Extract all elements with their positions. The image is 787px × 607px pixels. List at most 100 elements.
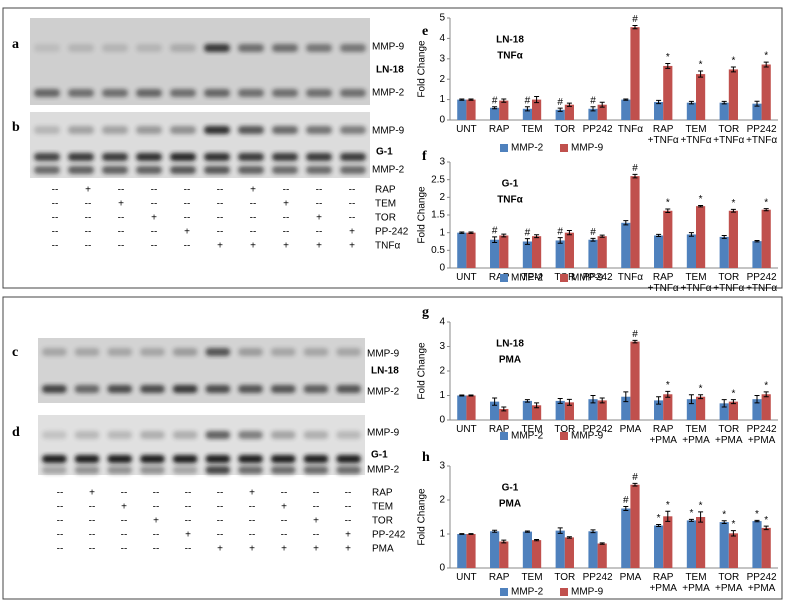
significance-marker: # (557, 97, 563, 108)
treatment-mark: -- (153, 502, 160, 513)
gel-label: LN-18 (376, 65, 404, 76)
treatment-mark: -- (249, 530, 256, 541)
legend-label: MMP-9 (571, 587, 604, 598)
significance-marker: * (699, 60, 703, 71)
bar (621, 222, 631, 268)
gel-band (42, 466, 67, 474)
treatment-mark: -- (281, 530, 288, 541)
gel-band (107, 385, 133, 393)
bar (752, 521, 762, 568)
legend-label: MMP-2 (511, 587, 544, 598)
gel-band (140, 431, 165, 439)
error-bar (590, 106, 596, 112)
treatment-mark: + (121, 502, 127, 513)
treatment-mark: -- (151, 227, 158, 238)
x-tick-label: RAP (489, 424, 510, 435)
gel-band (303, 455, 329, 463)
treatment-mark: + (250, 185, 256, 196)
legend-swatch (500, 432, 508, 440)
x-tick-label: PP242 +TNFα (746, 124, 777, 146)
gel-band (238, 44, 264, 52)
treatment-mark: -- (57, 488, 64, 499)
error-bar (557, 397, 563, 404)
gel-band (136, 89, 162, 97)
gel-label: G-1 (371, 450, 388, 461)
treatment-mark: + (316, 213, 322, 224)
gel-label: MMP-2 (367, 465, 400, 476)
error-bar (656, 396, 662, 405)
error-bar (468, 231, 474, 234)
x-tick-label: RAP +PMA (649, 424, 677, 446)
bar (728, 401, 738, 420)
gel-band (42, 431, 67, 439)
treatment-mark: + (249, 488, 255, 499)
treatment-mark: -- (250, 213, 257, 224)
treatment-mark: -- (57, 530, 64, 541)
bar (522, 400, 532, 420)
treatment-mark: -- (281, 516, 288, 527)
x-tick-label: TEM (521, 572, 542, 583)
bar (522, 531, 532, 568)
bar (630, 484, 640, 568)
bar (466, 99, 476, 120)
treatment-mark: -- (151, 241, 158, 252)
legend-swatch (560, 432, 568, 440)
gel-band (170, 166, 196, 174)
gel-band (238, 431, 263, 439)
treatment-mark: -- (85, 199, 92, 210)
error-bar (688, 100, 694, 105)
gel-band (68, 44, 94, 52)
bar (597, 543, 607, 568)
treatment-mark: + (345, 530, 351, 541)
bar (457, 99, 467, 120)
error-bar (566, 398, 572, 406)
gel-band (74, 455, 100, 463)
error-bar (665, 62, 671, 69)
gel-band (68, 126, 94, 134)
error-bar (590, 529, 596, 534)
gel-band (336, 431, 361, 439)
x-tick-label: TEM +PMA (682, 572, 710, 594)
significance-marker: * (666, 198, 670, 209)
error-bar (730, 208, 736, 213)
bar (564, 402, 574, 420)
bar (555, 400, 565, 420)
gel-band (238, 385, 263, 393)
gel-band (238, 126, 264, 134)
legend-label: MMP-9 (571, 431, 604, 442)
bar (588, 239, 598, 268)
x-tick-label: TEM (521, 424, 542, 435)
treatment-mark: -- (89, 544, 96, 555)
gel-band (102, 153, 128, 161)
treatment-mark: -- (52, 199, 59, 210)
error-bar (566, 102, 572, 107)
error-bar (763, 208, 769, 212)
gel-band (34, 89, 60, 97)
treatment-mark: + (89, 488, 95, 499)
x-tick-label: PMA (620, 424, 642, 435)
treatment-mark: -- (89, 530, 96, 541)
bar (490, 401, 500, 420)
gel-band (140, 466, 165, 474)
treatment-mark: -- (52, 213, 59, 224)
treatment-label: PMA (372, 544, 394, 555)
x-tick-label: TOR +TNFα (713, 272, 744, 294)
gel-band (336, 455, 361, 463)
y-tick-label: 0 (439, 263, 445, 274)
significance-marker: * (699, 501, 703, 512)
error-bar (665, 208, 671, 214)
error-bar (721, 399, 727, 408)
bar (630, 27, 640, 120)
error-bar (632, 482, 638, 487)
gel-band (102, 89, 128, 97)
bar (490, 107, 500, 120)
chart-subtitle: PMA (499, 355, 521, 366)
error-bar (656, 99, 662, 105)
error-bar (492, 397, 498, 406)
error-bar (501, 233, 507, 238)
bar (564, 232, 574, 268)
y-axis-label: Fold Change (417, 40, 428, 98)
bar (555, 530, 565, 568)
treatment-mark: -- (313, 488, 320, 499)
gel-band (136, 153, 162, 161)
